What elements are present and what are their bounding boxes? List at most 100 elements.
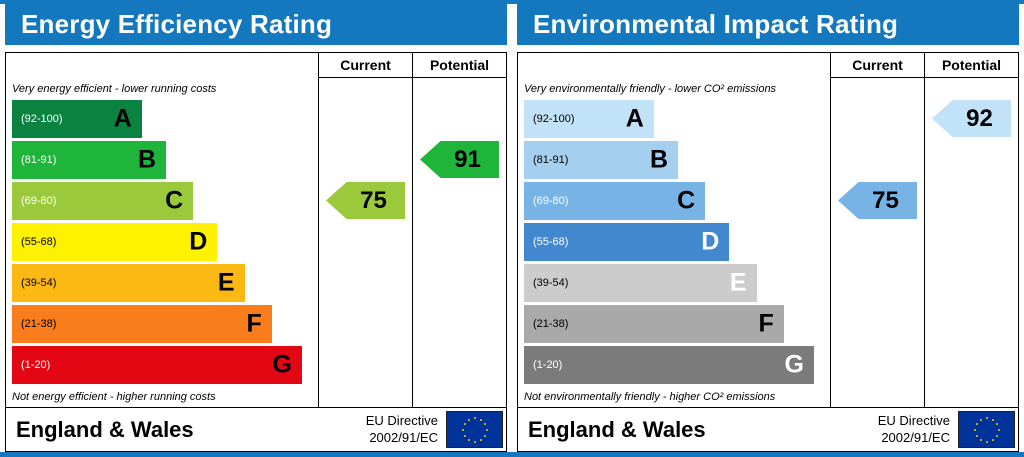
band-letter: G [784,350,804,379]
energy-bands: (92-100) A (81-91) B [12,100,314,387]
band-letter: E [729,268,747,297]
energy-footer: England & Wales EU Directive 2002/91/EC [6,407,506,451]
energy-current-column: 75 [318,78,412,407]
band-range-label: (69-80) [21,195,57,207]
band-bar-f: (21-38) F [12,305,272,343]
band-bar-g: (1-20) G [524,346,814,384]
environment-footer: England & Wales EU Directive 2002/91/EC [518,407,1018,451]
panel-title: Environmental Impact Rating [533,9,899,39]
band-row-b: (81-91) B [12,141,314,182]
environment-chart: Current Potential Very environmentally f… [517,52,1019,452]
band-bar-c: (69-80) C [524,182,706,220]
bottom-note: Not energy efficient - higher running co… [12,391,216,403]
band-row-g: (1-20) G [524,346,826,387]
energy-chart-body: Very energy efficient - lower running co… [6,78,506,407]
band-row-c: (69-80) C [12,182,314,223]
band-row-e: (39-54) E [12,264,314,305]
band-range-label: (92-100) [21,113,63,125]
band-letter: C [165,186,184,215]
band-row-b: (81-91) B [524,141,826,182]
eu-flag-stars [986,429,988,431]
rating-panels: Energy Efficiency Rating Current Potenti… [0,4,1024,452]
band-range-label: (92-100) [533,113,575,125]
band-letter: D [701,227,720,256]
band-row-f: (21-38) F [12,305,314,346]
energy-column-headers: Current Potential [6,53,506,78]
band-bar-g: (1-20) G [12,346,302,384]
current-rating-value: 75 [360,186,387,214]
environment-current-column: 75 [830,78,924,407]
band-range-label: (21-38) [533,318,569,330]
eu-directive-line2: 2002/91/EC [369,429,438,445]
current-rating-arrow: 75 [326,182,405,219]
band-bar-f: (21-38) F [524,305,784,343]
top-note: Very energy efficient - lower running co… [12,83,217,95]
band-row-c: (69-80) C [524,182,826,223]
band-row-a: (92-100) A [12,100,314,141]
band-letter: F [758,309,774,338]
band-bar-d: (55-68) D [524,223,730,261]
band-bar-a: (92-100) A [12,100,142,138]
energy-chart: Current Potential Very energy efficient … [5,52,507,452]
band-range-label: (1-20) [21,359,51,371]
region-label: England & Wales [16,416,194,442]
band-bar-d: (55-68) D [12,223,218,261]
potential-rating-arrow: 91 [420,141,499,178]
energy-potential-column: 91 [412,78,506,407]
band-row-e: (39-54) E [524,264,826,305]
environment-chart-body: Very environmentally friendly - lower CO… [518,78,1018,407]
band-range-label: (69-80) [533,195,569,207]
eu-flag-icon [446,411,503,448]
panel-title: Energy Efficiency Rating [21,9,333,39]
band-range-label: (39-54) [533,277,569,289]
panel-environmental-impact: Environmental Impact Rating Current Pote… [517,4,1019,452]
eu-directive-line1: EU Directive [877,412,950,428]
band-range-label: (1-20) [533,359,563,371]
environment-bands: (92-100) A (81-91) B [524,100,826,387]
band-range-label: (81-91) [533,154,569,166]
column-header-current: Current [318,53,412,78]
band-letter: B [137,145,157,174]
column-header-potential: Potential [412,53,506,78]
band-bar-e: (39-54) E [524,264,757,302]
environment-potential-column: 92 [924,78,1018,407]
panel-energy-efficiency: Energy Efficiency Rating Current Potenti… [5,4,507,452]
band-range-label: (55-68) [533,236,569,248]
eu-directive-label: EU Directive 2002/91/EC [366,413,446,447]
band-letter: C [677,186,696,215]
band-range-label: (39-54) [21,277,57,289]
band-letter: F [246,309,262,338]
band-bar-c: (69-80) C [12,182,194,220]
band-row-a: (92-100) A [524,100,826,141]
current-rating-value: 75 [872,186,899,214]
band-range-label: (55-68) [21,236,57,248]
band-range-label: (81-91) [21,154,57,166]
band-bar-a: (92-100) A [524,100,654,138]
band-range-label: (21-38) [21,318,57,330]
band-row-g: (1-20) G [12,346,314,387]
eu-flag-stars [474,429,476,431]
band-bar-b: (81-91) B [12,141,167,179]
band-bar-e: (39-54) E [12,264,245,302]
column-header-potential: Potential [924,53,1018,78]
band-letter: D [189,227,208,256]
environment-title-bar: Environmental Impact Rating [517,4,1019,45]
band-letter: A [625,104,644,133]
column-header-current: Current [830,53,924,78]
energy-bands-column: Very energy efficient - lower running co… [6,78,318,407]
band-letter: G [272,350,292,379]
environment-bands-column: Very environmentally friendly - lower CO… [518,78,830,407]
potential-rating-arrow: 92 [932,100,1011,137]
top-note: Very environmentally friendly - lower CO… [524,83,777,95]
band-letter: A [113,104,132,133]
eu-directive-line1: EU Directive [365,412,438,428]
bottom-note: Not environmentally friendly - higher CO… [524,391,776,403]
band-row-d: (55-68) D [12,223,314,264]
region-label: England & Wales [528,416,706,442]
band-row-d: (55-68) D [524,223,826,264]
band-bar-b: (81-91) B [524,141,679,179]
potential-rating-value: 92 [966,104,993,132]
environment-column-headers: Current Potential [518,53,1018,78]
potential-rating-value: 91 [454,145,481,173]
energy-title-bar: Energy Efficiency Rating [5,4,507,45]
